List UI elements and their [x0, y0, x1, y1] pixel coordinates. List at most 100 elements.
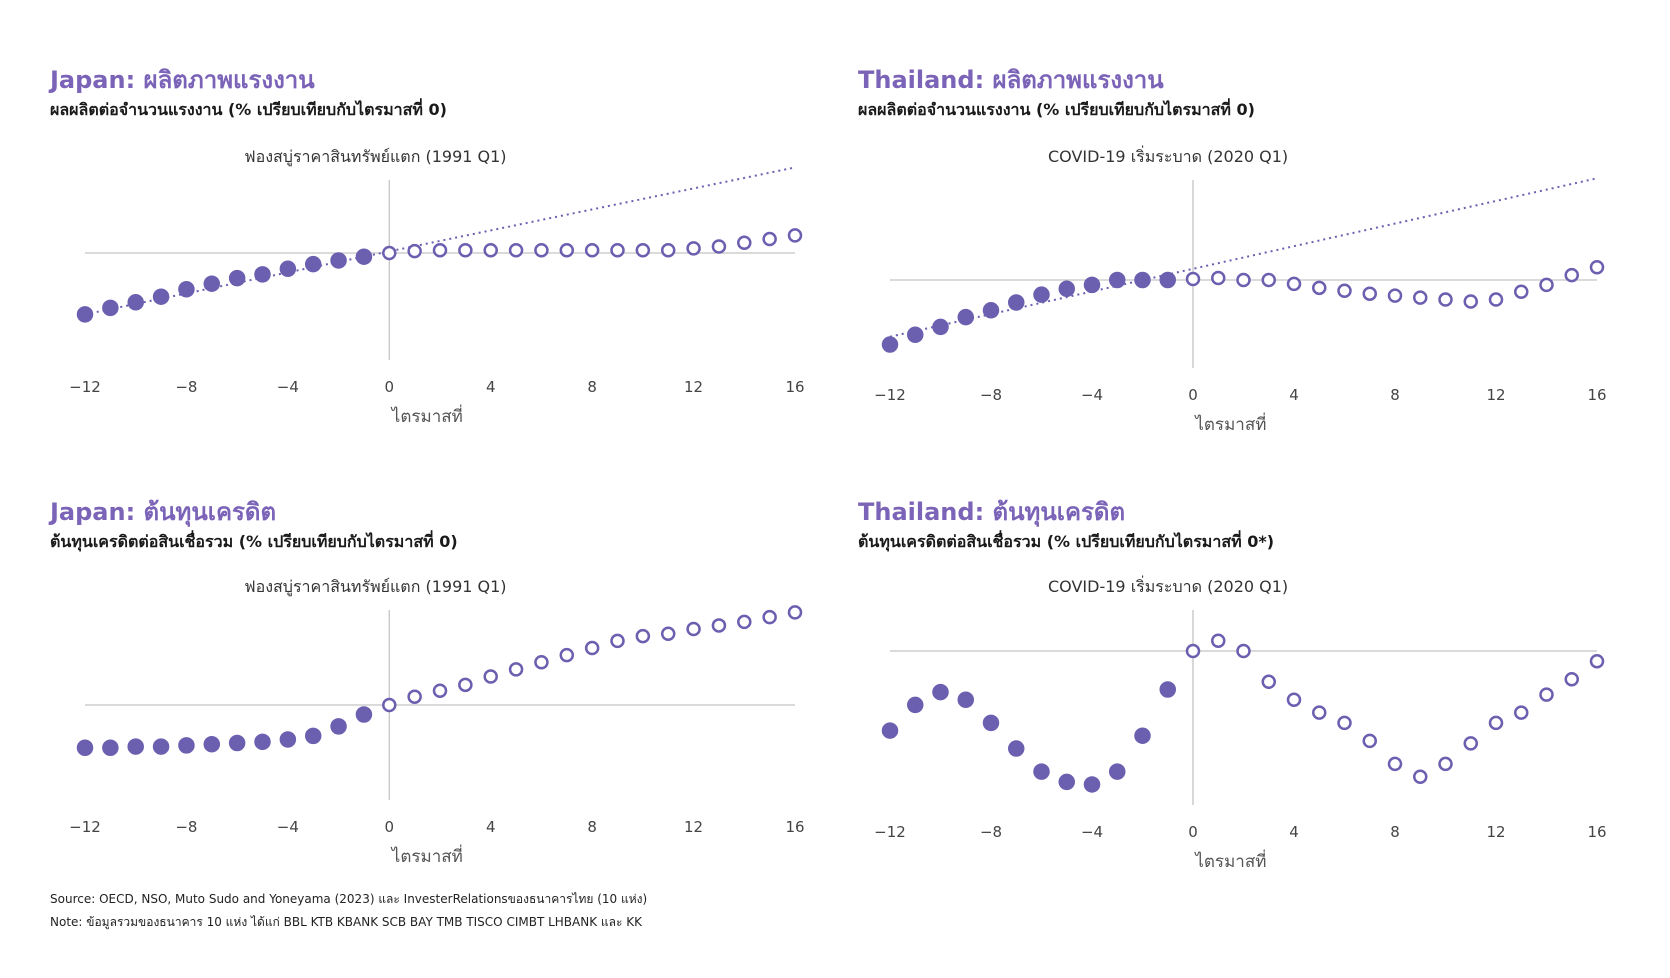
data-point-open — [1463, 294, 1478, 309]
data-point-open — [584, 242, 600, 258]
data-point-filled — [279, 260, 297, 278]
data-point-open — [1312, 705, 1327, 720]
data-point-open — [1185, 643, 1201, 659]
data-point-open — [1413, 769, 1428, 785]
data-point-open — [407, 689, 422, 704]
data-point-open — [1286, 692, 1302, 708]
data-point-open — [737, 235, 752, 251]
data-point-open — [1539, 687, 1554, 702]
data-point-filled — [330, 718, 347, 735]
data-point-open — [432, 683, 448, 698]
data-point-open — [1387, 756, 1403, 772]
data-point-filled — [178, 281, 195, 298]
footnote: Note: ข้อมูลรวมของธนาคาร 10 แห่ง ได้แก่ … — [50, 915, 642, 929]
data-point-filled — [1134, 271, 1151, 289]
data-point-filled — [228, 734, 246, 752]
data-point-open — [610, 633, 625, 649]
chart-subtitle-japan-productivity: ผลผลิตต่อจำนวนแรงงาน (% เปรียบเทียบกับไต… — [50, 100, 447, 119]
data-point-open — [711, 618, 727, 633]
x-tick-label: −8 — [980, 386, 1002, 404]
x-tick-label: 12 — [1486, 823, 1505, 841]
data-point-open — [508, 242, 524, 258]
x-tick-label: 0 — [385, 378, 395, 396]
data-point-open — [534, 655, 549, 670]
data-point-open — [1488, 292, 1504, 307]
data-point-open — [1413, 290, 1428, 305]
x-axis-label: ไตรมาสที่ — [1193, 849, 1266, 872]
trend-line — [889, 177, 1598, 338]
data-point-open — [660, 626, 676, 641]
data-point-filled — [1159, 681, 1176, 698]
data-point-filled — [76, 306, 94, 323]
data-point-open — [458, 242, 473, 258]
data-point-open — [1387, 288, 1403, 303]
x-tick-label: 8 — [1390, 823, 1400, 841]
data-point-filled — [127, 294, 144, 311]
data-point-open — [610, 242, 625, 258]
data-point-filled — [907, 326, 924, 344]
x-tick-label: 16 — [1587, 386, 1606, 404]
data-point-open — [1463, 736, 1478, 751]
data-point-open — [483, 669, 498, 684]
x-tick-label: 16 — [1587, 823, 1606, 841]
data-point-open — [711, 239, 727, 254]
data-point-open — [635, 242, 651, 258]
data-point-open — [762, 609, 777, 625]
x-tick-label: −4 — [1081, 823, 1103, 841]
data-point-open — [1236, 643, 1251, 659]
data-point-open — [686, 621, 701, 637]
data-point-filled — [304, 255, 322, 273]
data-point-filled — [1008, 294, 1025, 311]
data-point-filled — [957, 691, 974, 709]
data-point-open — [458, 677, 473, 693]
data-point-open — [787, 228, 803, 243]
data-point-filled — [1033, 286, 1050, 303]
data-point-filled — [203, 735, 221, 753]
x-tick-label: −12 — [69, 378, 101, 396]
data-point-open — [1564, 267, 1579, 283]
data-point-filled — [152, 288, 170, 305]
x-tick-label: −4 — [1081, 386, 1103, 404]
x-tick-label: 0 — [1188, 386, 1198, 404]
data-point-open — [1211, 270, 1226, 286]
data-point-filled — [102, 299, 119, 317]
data-point-filled — [127, 738, 144, 755]
data-point-open — [1514, 705, 1529, 720]
x-tick-label: −8 — [175, 818, 197, 836]
data-point-filled — [228, 269, 246, 287]
event-label: COVID-19 เริ่มระบาด (2020 Q1) — [1048, 575, 1288, 596]
data-point-open — [1261, 674, 1276, 690]
chart-subtitle-japan-credit-cost: ต้นทุนเครดิตต่อสินเชื่อรวม (% เปรียบเทีย… — [50, 532, 458, 551]
x-tick-label: −8 — [980, 823, 1002, 841]
data-point-open — [1438, 292, 1453, 307]
data-point-filled — [304, 727, 322, 745]
data-point-open — [508, 662, 524, 677]
data-point-filled — [1083, 776, 1101, 793]
trend-line — [84, 166, 796, 316]
data-point-filled — [932, 318, 949, 336]
x-tick-label: 0 — [1188, 823, 1198, 841]
data-point-open — [407, 243, 422, 259]
data-point-open — [1488, 715, 1504, 731]
data-point-filled — [881, 336, 899, 353]
x-tick-label: −8 — [175, 378, 197, 396]
data-point-filled — [957, 308, 974, 326]
data-point-filled — [907, 696, 924, 714]
x-tick-label: 16 — [785, 818, 804, 836]
data-point-open — [660, 242, 676, 258]
event-label: ฟองสบู่ราคาสินทรัพย์แตก (1991 Q1) — [244, 147, 506, 167]
data-point-open — [1337, 715, 1352, 731]
x-tick-label: 16 — [785, 378, 804, 396]
data-point-filled — [1109, 763, 1126, 780]
x-axis-label: ไตรมาสที่ — [390, 844, 463, 867]
chart-title-thailand-productivity: Thailand: ผลิตภาพแรงงาน — [858, 66, 1164, 94]
data-point-filled — [279, 731, 297, 748]
data-point-open — [584, 640, 600, 656]
x-tick-label: 4 — [486, 818, 496, 836]
data-point-open — [1211, 633, 1226, 648]
data-point-open — [1589, 654, 1605, 669]
data-point-filled — [254, 733, 271, 751]
data-point-open — [686, 241, 701, 256]
